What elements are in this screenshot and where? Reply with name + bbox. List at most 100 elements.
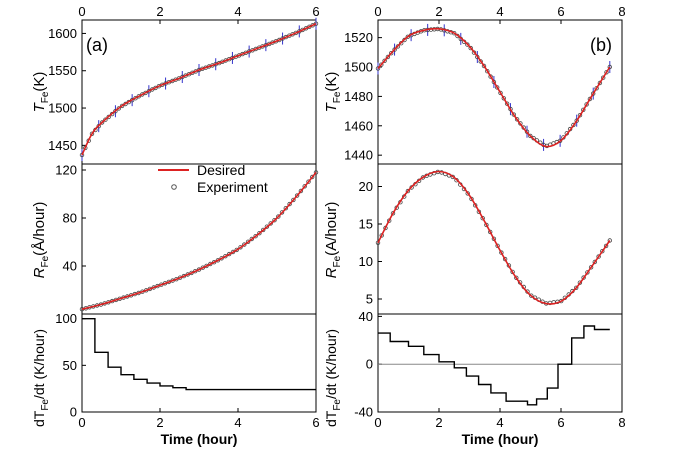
a-mid-experiment-point [287,201,292,207]
a-bot-xtick-label-bottom: 2 [156,415,163,430]
b-top-experiment-point [395,44,401,49]
a-mid-experiment-point [298,188,304,194]
b-top-experiment-point [491,79,497,85]
b-mid-experiment-point [588,265,594,270]
b-bot-ytick-label: 40 [359,309,373,324]
a-top-frame [81,19,317,165]
ylabel-a-top: TFe(K) [31,72,51,113]
b-mid-experiment-point [574,285,579,290]
b-mid-experiment-point [514,275,519,280]
b-top-ytick-label: 1460 [344,118,373,133]
b-top-experiment-point [468,45,473,51]
b-top-experiment-point [465,42,470,47]
a-top-ytick-label: 1600 [48,26,77,41]
b-top-experiment-point [514,117,520,122]
b-top-xtick-label-top: 2 [435,4,442,19]
b-mid-ytick-label: 10 [359,254,373,269]
a-mid-experiment-point [257,230,262,236]
b-top-xtick-label-top: 6 [557,4,564,19]
b-mid-experiment-point [600,248,605,254]
a-top-experiment-point [106,114,111,120]
a-mid-experiment-point [294,193,300,198]
a-top-ytick-label: 1550 [48,63,77,78]
b-top-ytick-label: 1520 [344,30,373,45]
b-mid-experiment-point [405,188,411,194]
a-bot-xtick-label-bottom: 0 [78,415,85,430]
b-mid-experiment-point [495,243,500,248]
b-mid-experiment-point [559,298,564,304]
a-mid-experiment-point [302,184,307,189]
xlabel-a: Time (hour) [161,431,238,447]
a-top-desired-line [81,22,317,156]
b-mid-experiment-point [603,243,609,249]
b-mid-ytick-label: 15 [359,217,373,232]
ylabel-b-bot: dTFe/dt (K/hour) [323,329,343,427]
b-top-experiment-point [485,68,490,74]
b-mid-experiment-point [592,259,597,265]
a-mid-experiment-point [291,197,296,203]
a-mid-experiment-point [215,258,221,263]
b-bot-xtick-label-bottom: 0 [374,415,381,430]
a-mid-experiment-point [264,224,270,229]
b-top-experiment-point [498,90,503,96]
b-top-experiment-point [501,96,506,101]
b-top-experiment-point [601,75,606,80]
b-bot-ytick-label: -40 [354,405,373,420]
a-mid-experiment-point [261,227,266,233]
a-bot-xtick-label-bottom: 4 [234,415,241,430]
a-top-xtick-label-top: 2 [156,4,163,19]
ylabel-a-mid: RFe(Å/hour) [31,202,51,279]
b-bot-xtick-label-bottom: 2 [435,415,442,430]
a-mid-experiment-point [268,221,273,226]
a-bot-step-line [82,318,316,391]
b-top-experiment-point [385,54,391,60]
b-top-experiment-point [557,138,563,143]
b-top-ytick-label: 1440 [344,148,373,163]
a-bot-ytick-label: 50 [63,358,77,373]
a-bot-frame [81,313,317,413]
a-mid-experiment-point [249,236,254,242]
b-mid-experiment-point [607,238,612,243]
b-top-experiment-point [379,62,384,67]
b-top-experiment-point [504,101,510,106]
legend-experiment-label: Experiment [197,179,268,195]
ylabel-a-bot: dTFe/dt (K/hour) [31,329,51,427]
b-mid-experiment-point [529,293,534,298]
b-mid-desired-line [377,170,611,305]
b-top-experiment-point [528,133,533,139]
a-mid-experiment-point [310,174,315,180]
a-mid-experiment-point [313,170,319,175]
b-top-xtick-label-top: 8 [618,4,625,19]
a-top-experiment-point [116,106,121,111]
a-mid-ytick-label: 120 [55,163,77,178]
a-bot-ytick-label: 100 [55,311,77,326]
b-top-experiment-point [597,80,603,86]
panel-label-a: (a) [86,35,108,55]
a-mid-desired-line [81,171,317,310]
b-top-experiment-point [382,58,387,63]
b-top-experiment-point [389,51,394,56]
b-mid-experiment-point [420,175,426,180]
a-top-xtick-label-top: 0 [78,4,85,19]
xlabel-b: Time (hour) [462,431,539,447]
a-mid-experiment-point [272,217,277,223]
b-mid-experiment-point [596,254,601,259]
b-top-experiment-point [495,85,500,90]
a-mid-experiment-point [253,233,258,239]
a-mid-experiment-point [283,205,288,211]
a-mid-experiment-point [242,242,247,247]
b-bot-ytick-label: 0 [366,357,373,372]
legend-experiment-marker [171,184,177,190]
b-top-experiment-point [511,112,516,117]
b-top-experiment-point [392,47,397,52]
panel-label-b: (b) [590,35,612,55]
b-top-experiment-point [607,64,612,70]
b-bot-xtick-label-bottom: 4 [496,415,503,430]
b-bot-frame [377,313,623,413]
a-top-xtick-label-top: 6 [312,4,319,19]
b-mid-experiment-point [488,229,493,235]
a-mid-experiment-point [276,214,281,219]
a-top-experiment-point [103,117,108,122]
b-top-experiment-point [452,31,457,36]
a-mid-ytick-label: 40 [63,259,77,274]
